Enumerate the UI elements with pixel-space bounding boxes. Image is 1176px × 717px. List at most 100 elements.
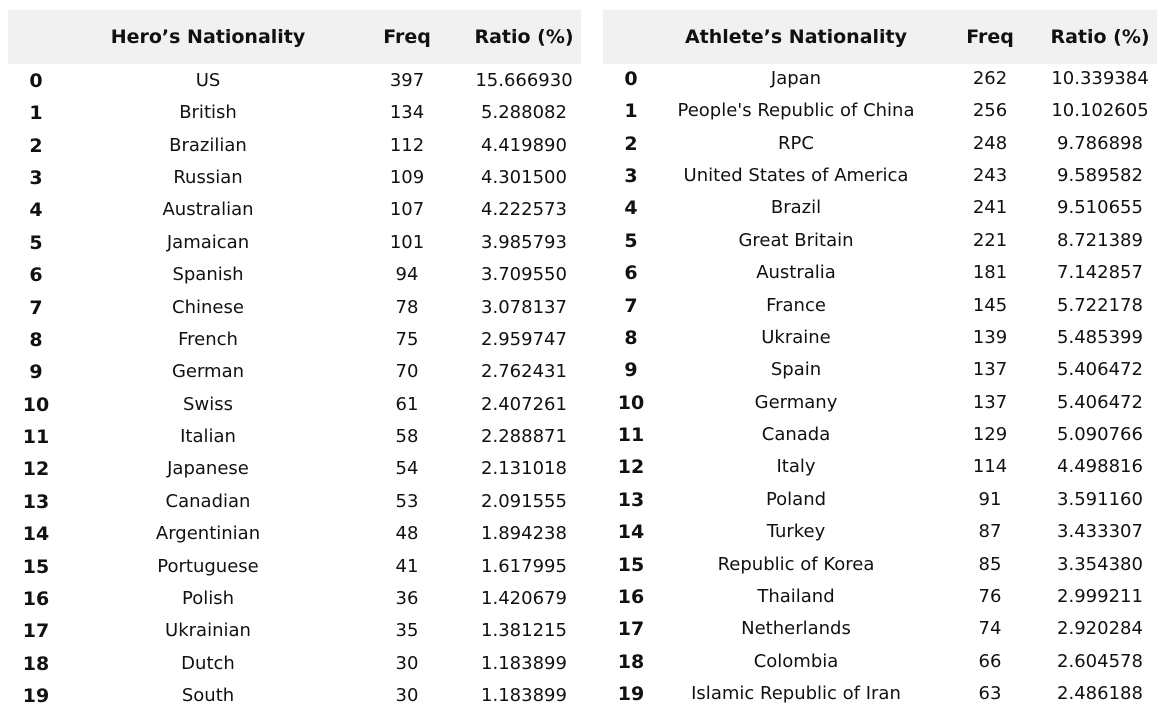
nationality-cell: Polish <box>181 587 234 609</box>
row-index: 0 <box>624 68 638 90</box>
nationality-cell: Spanish <box>172 264 244 286</box>
table-row: 3 United States of America 243 9.589582 <box>603 160 1157 192</box>
header-ratio: Ratio (%) <box>474 26 574 48</box>
header-ratio: Ratio (%) <box>1050 26 1150 48</box>
freq-cell: 134 <box>389 102 425 124</box>
row-index: 2 <box>624 132 638 155</box>
freq-cell: 74 <box>978 618 1002 640</box>
freq-cell: 145 <box>972 294 1008 316</box>
freq-cell: 112 <box>389 134 425 156</box>
header-nationality: Athlete’s Nationality <box>684 26 908 48</box>
row-index: 5 <box>29 231 43 254</box>
nationality-cell: Chinese <box>172 296 244 318</box>
ratio-cell: 2.407261 <box>481 393 567 415</box>
row-index: 4 <box>29 199 43 222</box>
freq-cell: 109 <box>389 167 425 189</box>
table-row: 19 Islamic Republic of Iran 63 2.486188 <box>603 678 1157 710</box>
freq-cell: 129 <box>972 424 1008 446</box>
row-index: 19 <box>617 683 645 706</box>
nationality-cell: Great Britain <box>738 229 854 251</box>
nationality-cell: Australia <box>756 262 836 284</box>
nationality-cell: RPC <box>778 132 814 154</box>
nationality-cell: Ukrainian <box>165 620 251 642</box>
freq-cell: 137 <box>972 391 1008 413</box>
nationality-cell: Portuguese <box>157 555 259 577</box>
ratio-cell: 3.433307 <box>1057 521 1143 543</box>
table-row: 7 France 145 5.722178 <box>603 290 1157 322</box>
table-row: 10 Germany 137 5.406472 <box>603 387 1157 419</box>
ratio-cell: 2.604578 <box>1057 650 1143 672</box>
nationality-cell: Dutch <box>181 652 235 674</box>
ratio-cell: 5.485399 <box>1057 326 1143 348</box>
freq-cell: 66 <box>978 650 1002 672</box>
header-freq: Freq <box>383 26 431 48</box>
row-index: 10 <box>617 391 645 414</box>
nationality-cell: German <box>171 361 245 383</box>
nationality-cell: Republic of Korea <box>717 553 875 575</box>
ratio-cell: 5.722178 <box>1057 294 1143 316</box>
table-row: 5 Jamaican 101 3.985793 <box>8 227 581 259</box>
table-row: 11 Italian 58 2.288871 <box>8 421 581 453</box>
row-index: 12 <box>617 456 645 479</box>
table-row: 19 South 30 1.183899 <box>8 680 581 712</box>
row-index: 8 <box>624 326 638 349</box>
freq-cell: 114 <box>972 456 1008 478</box>
nationality-cell: Japan <box>770 68 822 89</box>
freq-cell: 36 <box>395 587 419 609</box>
freq-cell: 48 <box>395 523 419 545</box>
nationality-cell: French <box>178 328 238 350</box>
freq-cell: 70 <box>395 361 419 383</box>
row-index: 19 <box>22 685 50 708</box>
row-index: 17 <box>22 620 50 643</box>
table-row: 14 Turkey 87 3.433307 <box>603 516 1157 548</box>
freq-cell: 91 <box>978 488 1002 510</box>
ratio-cell: 10.102605 <box>1051 100 1149 122</box>
ratio-cell: 8.721389 <box>1057 229 1143 251</box>
freq-cell: 61 <box>395 393 419 415</box>
row-index: 7 <box>624 294 638 317</box>
nationality-cell: Brazil <box>770 197 822 219</box>
table-row: 16 Polish 36 1.420679 <box>8 583 581 615</box>
ratio-cell: 4.498816 <box>1057 456 1143 478</box>
ratio-cell: 5.406472 <box>1057 391 1143 413</box>
row-index: 15 <box>617 553 645 576</box>
freq-cell: 85 <box>978 553 1002 575</box>
table-header: Athlete’s Nationality Freq Ratio (%) <box>603 10 1157 64</box>
table-row: 18 Colombia 66 2.604578 <box>603 646 1157 678</box>
row-index: 4 <box>624 197 638 220</box>
table-header: Hero’s Nationality Freq Ratio (%) <box>8 10 581 64</box>
table-row: 8 French 75 2.959747 <box>8 324 581 356</box>
ratio-cell: 9.589582 <box>1057 165 1143 187</box>
nationality-cell: Argentinian <box>155 523 261 545</box>
freq-cell: 107 <box>389 199 425 221</box>
table-row: 9 Spain 137 5.406472 <box>603 354 1157 386</box>
freq-cell: 262 <box>972 68 1008 89</box>
row-index: 1 <box>29 102 43 125</box>
freq-cell: 101 <box>389 231 425 253</box>
table-row: 18 Dutch 30 1.183899 <box>8 648 581 680</box>
freq-cell: 243 <box>972 165 1008 187</box>
freq-cell: 35 <box>395 620 419 642</box>
ratio-cell: 5.090766 <box>1057 424 1143 446</box>
table-row: 7 Chinese 78 3.078137 <box>8 292 581 324</box>
row-index: 9 <box>29 361 43 384</box>
freq-cell: 221 <box>972 229 1008 251</box>
table-row: 10 Swiss 61 2.407261 <box>8 389 581 421</box>
ratio-cell: 4.301500 <box>481 167 567 189</box>
ratio-cell: 2.762431 <box>481 361 567 383</box>
ratio-cell: 9.510655 <box>1057 197 1143 219</box>
ratio-cell: 1.420679 <box>481 587 567 609</box>
row-index: 11 <box>22 426 50 449</box>
table-row: 15 Republic of Korea 85 3.354380 <box>603 549 1157 581</box>
table-row: 2 RPC 248 9.786898 <box>603 128 1157 160</box>
table-row: 5 Great Britain 221 8.721389 <box>603 225 1157 257</box>
ratio-cell: 3.591160 <box>1057 488 1143 510</box>
freq-cell: 63 <box>978 683 1002 705</box>
row-index: 2 <box>29 134 43 157</box>
nationality-cell: Russian <box>173 167 243 189</box>
nationality-cell: Netherlands <box>741 618 851 640</box>
nationality-cell: United States of America <box>683 165 909 187</box>
nationality-cell: Australian <box>162 199 254 221</box>
row-index: 6 <box>624 262 638 285</box>
ratio-cell: 5.288082 <box>481 102 567 124</box>
